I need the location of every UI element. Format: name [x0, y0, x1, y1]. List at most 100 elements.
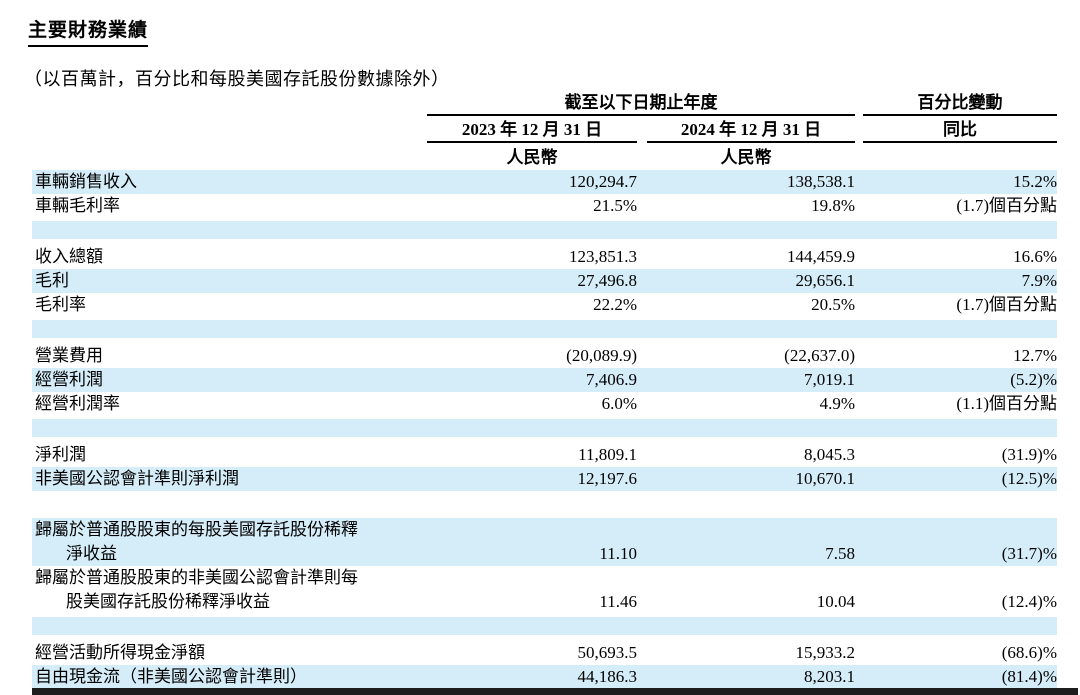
row-label: 歸屬於普通股股東的非美國公認會計準則每股美國存託股份稀釋淨收益	[32, 566, 427, 614]
row-label: 毛利率	[35, 295, 86, 314]
row-label-line1: 歸屬於普通股股東的非美國公認會計準則每	[35, 568, 358, 587]
header-col-2024-cell: 2024 年 12 月 31 日	[637, 115, 855, 143]
units-note: （以百萬計，百分比和每股美國存託股份數據除外）	[24, 69, 450, 89]
value-2024: 4.9%	[819, 394, 855, 413]
table-header-dates-row: 2023 年 12 月 31 日 2024 年 12 月 31 日 同比	[32, 116, 1057, 143]
row-label: 非美國公認會計準則淨利潤	[35, 469, 239, 488]
separator-band	[32, 221, 1057, 239]
value-2024: 8,045.3	[804, 445, 855, 464]
table-row: 自由現金流（非美國公認會計準則） 44,186.3 8,203.1 (81.4)%	[32, 665, 1057, 689]
value-yoy: (1.1)個百分點	[956, 394, 1057, 413]
table-header-currency-row: 人民幣 人民幣	[32, 143, 1057, 170]
value-yoy: (5.2)%	[1010, 370, 1057, 389]
value-2023: 22.2%	[593, 295, 637, 314]
value-yoy: (68.6)%	[1001, 643, 1057, 662]
table-bottom-rule	[32, 688, 1078, 695]
value-2024: 19.8%	[811, 196, 855, 215]
value-2023: (20,089.9)	[566, 346, 637, 365]
value-yoy: 7.9%	[1021, 271, 1057, 290]
table-row: 歸屬於普通股股東的非美國公認會計準則每股美國存託股份稀釋淨收益 11.46 10.0…	[32, 566, 1057, 614]
value-2023: 44,186.3	[577, 667, 638, 686]
value-2024: 20.5%	[811, 295, 855, 314]
page-title: 主要財務業績	[28, 15, 149, 47]
value-2024: 10.04	[816, 592, 855, 611]
row-label: 車輛毛利率	[35, 196, 120, 215]
value-2023: 7,406.9	[586, 370, 637, 389]
value-2024: (22,637.0)	[784, 346, 855, 365]
header-pct-change-group-cell: 百分比變動	[855, 88, 1057, 116]
header-col-yoy-cell: 同比	[855, 115, 1057, 143]
table-row: 經營利潤 7,406.9 7,019.1 (5.2)%	[32, 368, 1057, 392]
value-2023: 11.46	[599, 592, 637, 611]
table-row: 車輛銷售收入 120,294.7 138,538.1 15.2%	[32, 170, 1057, 194]
row-label: 經營利潤率	[35, 394, 120, 413]
header-col-2023: 2023 年 12 月 31 日	[427, 115, 637, 143]
row-label: 歸屬於普通股股東的每股美國存託股份稀釋淨收益	[32, 518, 427, 566]
value-2023: 21.5%	[593, 196, 637, 215]
value-yoy: (1.7)個百分點	[956, 196, 1057, 215]
value-2023: 50,693.5	[577, 643, 638, 662]
value-yoy: 16.6%	[1013, 247, 1057, 266]
value-2024: 10,670.1	[795, 469, 856, 488]
table-row: 車輛毛利率 21.5% 19.8% (1.7)個百分點	[32, 194, 1057, 218]
table-separator-row	[32, 221, 1057, 245]
row-label-line2: 股美國存託股份稀釋淨收益	[66, 592, 270, 611]
separator-band	[32, 419, 1057, 437]
row-label: 毛利	[35, 271, 69, 290]
value-yoy: 15.2%	[1013, 172, 1057, 191]
value-2024: 7,019.1	[804, 370, 855, 389]
value-2023: 120,294.7	[569, 172, 637, 191]
row-label-line1: 歸屬於普通股股東的每股美國存託股份稀釋	[35, 520, 358, 539]
currency-label-2023: 人民幣	[506, 148, 558, 167]
table-row: 淨利潤 11,809.1 8,045.3 (31.9)%	[32, 443, 1057, 467]
value-2023: 6.0%	[601, 394, 637, 413]
value-yoy: (81.4)%	[1001, 667, 1057, 686]
header-col-yoy: 同比	[863, 115, 1057, 143]
row-label: 淨利潤	[35, 445, 86, 464]
header-period-group: 截至以下日期止年度	[427, 88, 855, 116]
value-yoy: (31.7)%	[1001, 544, 1057, 563]
separator-band	[32, 320, 1057, 338]
value-2023: 27,496.8	[577, 271, 638, 290]
currency-label-2024: 人民幣	[720, 148, 772, 167]
table-row: 經營利潤率 6.0% 4.9% (1.1)個百分點	[32, 392, 1057, 416]
value-2023: 11,809.1	[578, 445, 637, 464]
value-yoy: (12.5)%	[1001, 469, 1057, 488]
value-yoy: (1.7)個百分點	[956, 295, 1057, 314]
value-2023: 123,851.3	[569, 247, 637, 266]
value-2023: 12,197.6	[577, 469, 638, 488]
row-label: 經營利潤	[35, 370, 103, 389]
header-col-2024: 2024 年 12 月 31 日	[647, 115, 855, 143]
table-row: 非美國公認會計準則淨利潤 12,197.6 10,670.1 (12.5)%	[32, 467, 1057, 491]
value-yoy: (31.9)%	[1001, 445, 1057, 464]
table-separator-row	[32, 419, 1057, 443]
value-2024: 138,538.1	[787, 172, 855, 191]
row-label: 經營活動所得現金淨額	[35, 643, 205, 662]
separator-band	[32, 494, 1057, 512]
table-row: 收入總額 123,851.3 144,459.9 16.6%	[32, 245, 1057, 269]
row-label: 收入總額	[35, 247, 103, 266]
value-2024: 15,933.2	[795, 643, 856, 662]
table-row: 歸屬於普通股股東的每股美國存託股份稀釋淨收益 11.10 7.58 (31.7)%	[32, 518, 1057, 566]
header-pct-change-group: 百分比變動	[863, 88, 1057, 116]
row-label: 車輛銷售收入	[35, 172, 137, 191]
table-separator-row	[32, 494, 1057, 518]
separator-band	[32, 617, 1057, 635]
value-2024: 7.58	[825, 544, 855, 563]
value-yoy: (12.4)%	[1001, 592, 1057, 611]
financial-table: 截至以下日期止年度 百分比變動 2023 年 12 月 31 日 2024 年 …	[32, 92, 1057, 689]
value-2023: 11.10	[599, 544, 637, 563]
row-label-line2: 淨收益	[66, 544, 117, 563]
table-row: 經營活動所得現金淨額 50,693.5 15,933.2 (68.6)%	[32, 641, 1057, 665]
row-label: 自由現金流（非美國公認會計準則）	[35, 667, 307, 686]
table-separator-row	[32, 320, 1057, 344]
table-row: 毛利率 22.2% 20.5% (1.7)個百分點	[32, 293, 1057, 317]
value-2024: 8,203.1	[804, 667, 855, 686]
table-row: 營業費用 (20,089.9) (22,637.0) 12.7%	[32, 344, 1057, 368]
value-2024: 29,656.1	[795, 271, 856, 290]
table-rows: 車輛銷售收入 120,294.7 138,538.1 15.2% 車輛毛利率 21.5% 1…	[32, 170, 1057, 689]
table-header-group-row: 截至以下日期止年度 百分比變動	[32, 92, 1057, 116]
value-yoy: 12.7%	[1013, 346, 1057, 365]
table-row: 毛利 27,496.8 29,656.1 7.9%	[32, 269, 1057, 293]
